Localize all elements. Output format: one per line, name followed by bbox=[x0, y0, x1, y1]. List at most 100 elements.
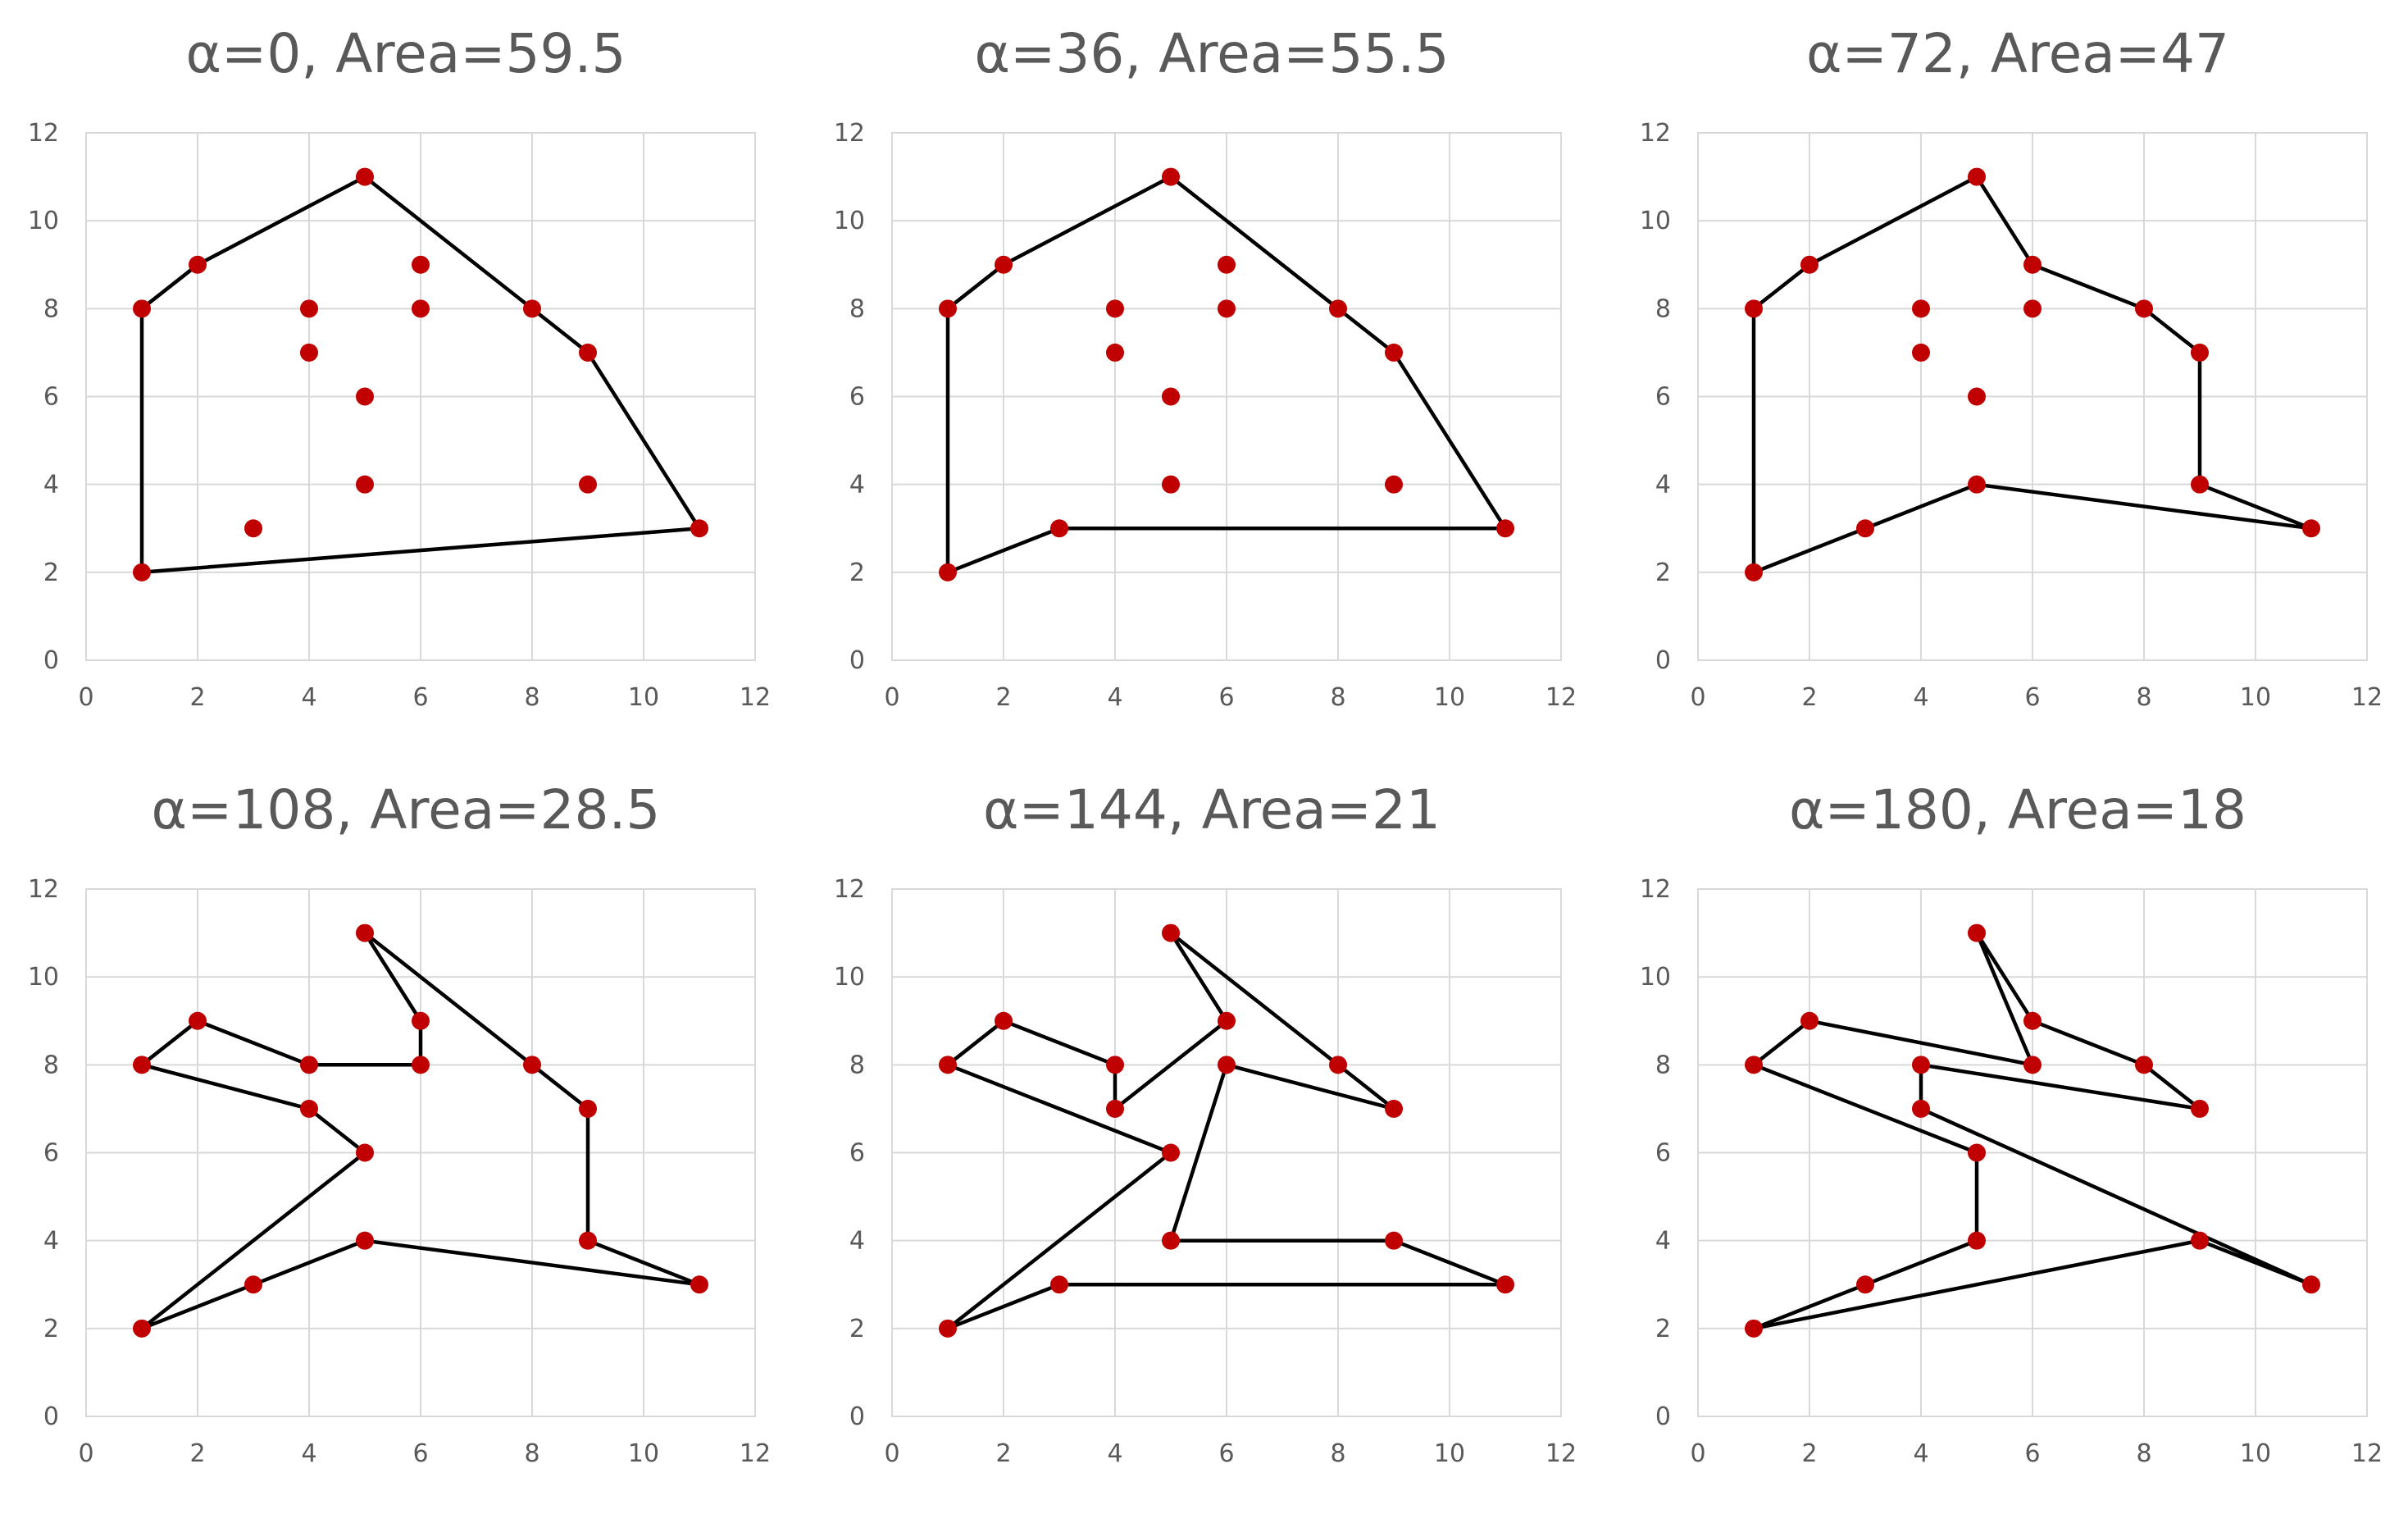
data-point bbox=[579, 1231, 597, 1250]
data-point bbox=[2023, 255, 2042, 274]
chart-title: α=180, Area=18 bbox=[1789, 778, 2246, 841]
data-point bbox=[579, 343, 597, 362]
data-point bbox=[356, 387, 374, 406]
data-point bbox=[2302, 1275, 2320, 1294]
y-tick-label: 8 bbox=[43, 1051, 59, 1079]
data-point bbox=[300, 299, 318, 318]
data-point bbox=[244, 1275, 262, 1294]
y-tick-label: 4 bbox=[1655, 471, 1671, 499]
data-point bbox=[412, 1011, 430, 1030]
data-point bbox=[1968, 1143, 1986, 1162]
plot-area bbox=[891, 888, 1562, 1417]
x-tick-label: 6 bbox=[2024, 683, 2040, 712]
data-point bbox=[1496, 1275, 1514, 1294]
data-point bbox=[1162, 387, 1180, 406]
x-tick-label: 2 bbox=[1801, 1439, 1817, 1468]
x-tick-label: 12 bbox=[740, 1439, 771, 1468]
data-point bbox=[1329, 1056, 1347, 1074]
y-tick-label: 6 bbox=[849, 1139, 865, 1168]
hull-line bbox=[139, 931, 702, 1331]
y-tick-label: 10 bbox=[834, 207, 865, 235]
data-point bbox=[189, 255, 207, 274]
data-point bbox=[1385, 1231, 1403, 1250]
y-tick-label: 2 bbox=[1655, 559, 1671, 587]
data-point bbox=[1912, 299, 1930, 318]
data-point bbox=[1218, 1011, 1236, 1030]
y-tick-label: 8 bbox=[849, 1051, 865, 1079]
data-point bbox=[2023, 1011, 2042, 1030]
data-point bbox=[995, 255, 1013, 274]
chart-title: α=36, Area=55.5 bbox=[975, 22, 1450, 85]
data-point bbox=[1162, 923, 1180, 942]
x-tick-label: 8 bbox=[2136, 1439, 2151, 1468]
y-tick-label: 0 bbox=[849, 646, 865, 675]
x-tick-label: 10 bbox=[1434, 683, 1465, 712]
data-point bbox=[1106, 299, 1124, 318]
data-point bbox=[579, 475, 597, 494]
data-point bbox=[1968, 387, 1986, 406]
data-point bbox=[1856, 1275, 1874, 1294]
x-tick-label: 12 bbox=[1545, 683, 1577, 712]
data-point bbox=[1912, 1056, 1930, 1074]
x-tick-label: 12 bbox=[1545, 1439, 1577, 1468]
data-point bbox=[1968, 1231, 1986, 1250]
chart-panel-4: α=108, Area=28.5 0 2 4 6 8 10 12 0 2 4 6 8 10 12 bbox=[28, 778, 771, 1468]
y-tick-label: 6 bbox=[43, 1139, 59, 1168]
data-point bbox=[1745, 1056, 1763, 1074]
data-point bbox=[300, 1056, 318, 1074]
plot-area bbox=[1697, 132, 2368, 661]
x-tick-label: 2 bbox=[189, 1439, 205, 1468]
data-point bbox=[1745, 1319, 1763, 1338]
x-tick-label: 4 bbox=[301, 683, 316, 712]
y-tick-label: 4 bbox=[849, 1227, 865, 1256]
y-tick-label: 12 bbox=[1640, 119, 1671, 148]
x-tick-label: 0 bbox=[884, 683, 899, 712]
data-point bbox=[1162, 1231, 1180, 1250]
x-tick-label: 2 bbox=[189, 683, 205, 712]
data-point bbox=[133, 563, 151, 581]
data-point bbox=[939, 563, 957, 581]
y-tick-label: 8 bbox=[1655, 294, 1671, 323]
plot-area bbox=[1697, 888, 2368, 1417]
y-tick-label: 12 bbox=[1640, 875, 1671, 904]
y-tick-label: 4 bbox=[43, 1227, 59, 1256]
data-point bbox=[356, 167, 374, 186]
x-tick-label: 10 bbox=[628, 1439, 659, 1468]
y-tick-label: 4 bbox=[43, 471, 59, 499]
data-point bbox=[1496, 519, 1514, 538]
data-point bbox=[356, 1143, 374, 1162]
x-tick-label: 2 bbox=[995, 683, 1011, 712]
y-tick-label: 8 bbox=[43, 294, 59, 323]
x-tick-label: 8 bbox=[524, 1439, 539, 1468]
chart-title: α=144, Area=21 bbox=[983, 778, 1441, 841]
data-point bbox=[356, 1231, 374, 1250]
data-point bbox=[412, 1056, 430, 1074]
data-point bbox=[300, 343, 318, 362]
x-tick-label: 12 bbox=[2351, 1439, 2383, 1468]
x-tick-label: 6 bbox=[412, 683, 428, 712]
data-point bbox=[1745, 299, 1763, 318]
chart-panel-5: α=144, Area=21 0 2 4 6 8 10 12 0 2 4 6 8 10 12 bbox=[834, 778, 1577, 1468]
data-point bbox=[356, 923, 374, 942]
y-tick-label: 4 bbox=[1655, 1227, 1671, 1256]
plot-area bbox=[891, 132, 1562, 661]
data-point bbox=[356, 475, 374, 494]
data-point bbox=[1106, 1056, 1124, 1074]
y-tick-label: 12 bbox=[28, 875, 59, 904]
x-tick-label: 2 bbox=[995, 1439, 1011, 1468]
x-tick-label: 10 bbox=[628, 683, 659, 712]
data-point bbox=[1162, 475, 1180, 494]
x-tick-label: 8 bbox=[2136, 683, 2151, 712]
data-point bbox=[1968, 923, 1986, 942]
data-point bbox=[1162, 1143, 1180, 1162]
y-tick-label: 10 bbox=[28, 207, 59, 235]
data-point bbox=[1050, 519, 1068, 538]
x-tick-label: 0 bbox=[1690, 1439, 1705, 1468]
y-tick-label: 8 bbox=[1655, 1051, 1671, 1079]
data-point bbox=[1745, 563, 1763, 581]
data-point bbox=[412, 299, 430, 318]
y-tick-label: 6 bbox=[1655, 383, 1671, 412]
data-point bbox=[1385, 1099, 1403, 1118]
x-tick-label: 6 bbox=[1218, 683, 1234, 712]
data-point bbox=[133, 1319, 151, 1338]
